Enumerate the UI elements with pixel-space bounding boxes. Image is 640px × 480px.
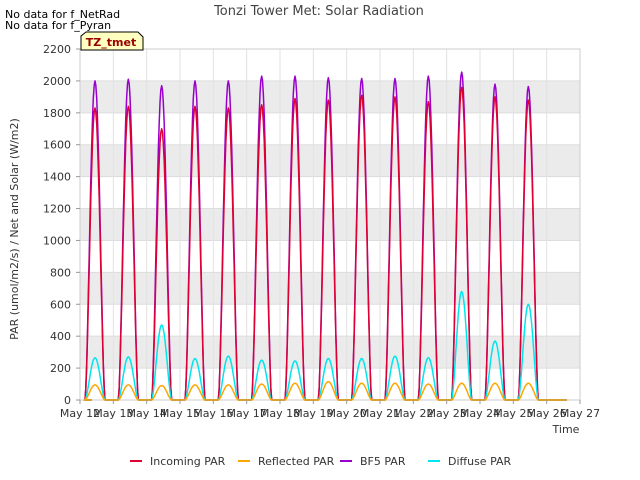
x-tick-label: May 18 [260,407,300,420]
y-tick-label: 200 [50,362,71,375]
x-tick-label: May 17 [227,407,267,420]
y-tick-label: 1200 [43,203,71,216]
y-axis-label: PAR (umol/m2/s) / Net and Solar (W/m2) [8,118,21,340]
grid-band [80,272,580,305]
legend-label: BF5 PAR [360,455,406,468]
grid-band [80,144,580,177]
no-data-note-netrad: No data for f_NetRad [5,8,121,21]
chart-title: Tonzi Tower Met: Solar Radiation [213,4,424,19]
x-tick-label: May 25 [493,407,533,420]
y-tick-label: 400 [50,330,71,343]
site-tag: TZ_tmet [80,31,144,51]
x-tick-label: May 21 [360,407,400,420]
y-tick-label: 1400 [43,171,71,184]
grid-band [80,208,580,241]
no-data-note-pyran: No data for f_Pyran [5,19,112,32]
y-tick-label: 1000 [43,234,71,247]
chart-legend: Incoming PAR Reflected PAR BF5 PAR Diffuse … [130,455,512,468]
x-tick-label: May 20 [327,407,367,420]
x-tick-label: May 26 [527,407,567,420]
y-tick-label: 2000 [43,75,71,88]
x-tick-label: May 27 [560,407,600,420]
x-tick-label: May 15 [160,407,200,420]
x-tick-label: May 24 [460,407,500,420]
plot-area-frame [79,48,581,401]
y-tick-label: 600 [50,298,71,311]
y-tick-label: 800 [50,266,71,279]
x-tick-label: May 14 [127,407,167,420]
legend-label: Diffuse PAR [448,455,512,468]
x-tick-label: May 23 [427,407,467,420]
y-tick-label: 1600 [43,139,71,152]
series-line-reflected-par [83,380,567,401]
x-tick-label: May 16 [193,407,233,420]
site-tag-label: TZ_tmet [86,36,136,49]
x-tick-label: May 22 [393,407,433,420]
x-tick-label: May 12 [60,407,100,420]
y-axis-ticks: 0 200 400 600 800 1000 1200 1400 1600 1800 2000 220… [43,43,80,407]
x-tick-label: May 19 [293,407,333,420]
data-series [83,71,567,401]
y-tick-label: 1800 [43,107,71,120]
x-axis-label: Time [552,423,580,436]
x-tick-label: May 13 [93,407,133,420]
y-tick-label: 0 [64,394,71,407]
legend-label: Reflected PAR [258,455,335,468]
legend-label: Incoming PAR [150,455,226,468]
y-tick-label: 2200 [43,43,71,56]
